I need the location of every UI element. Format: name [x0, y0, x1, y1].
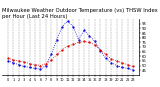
Text: Milwaukee Weather Outdoor Temperature (vs) THSW Index per Hour (Last 24 Hours): Milwaukee Weather Outdoor Temperature (v… — [2, 8, 157, 19]
